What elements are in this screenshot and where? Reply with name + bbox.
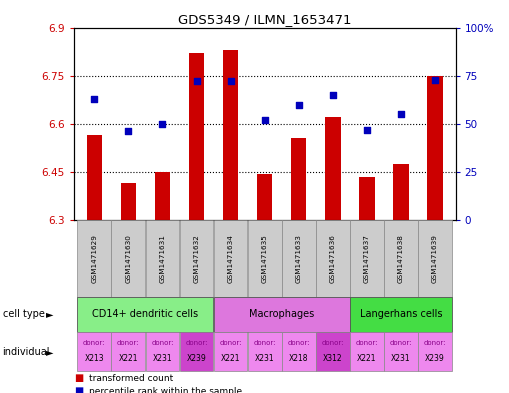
Text: donor:: donor:: [424, 340, 446, 346]
Text: percentile rank within the sample: percentile rank within the sample: [89, 387, 242, 393]
Text: Langerhans cells: Langerhans cells: [360, 309, 442, 320]
Text: cell type: cell type: [3, 309, 44, 320]
Bar: [393, 164, 409, 220]
Text: donor:: donor:: [390, 340, 412, 346]
Text: GSM1471632: GSM1471632: [193, 234, 200, 283]
Text: donor:: donor:: [253, 340, 276, 346]
Bar: [223, 50, 238, 220]
Bar: [359, 177, 375, 220]
Text: X213: X213: [84, 354, 104, 363]
Bar: [189, 53, 204, 220]
Point: [90, 95, 98, 102]
Title: GDS5349 / ILMN_1653471: GDS5349 / ILMN_1653471: [178, 13, 351, 26]
Text: GSM1471636: GSM1471636: [330, 234, 336, 283]
Text: donor:: donor:: [288, 340, 310, 346]
Point: [397, 111, 405, 117]
Text: GSM1471630: GSM1471630: [125, 234, 131, 283]
Text: GSM1471633: GSM1471633: [296, 234, 302, 283]
Bar: [428, 76, 443, 220]
Text: donor:: donor:: [219, 340, 242, 346]
Point: [158, 121, 166, 127]
Point: [295, 101, 303, 108]
Text: X231: X231: [255, 354, 274, 363]
Text: X239: X239: [425, 354, 445, 363]
Text: X218: X218: [289, 354, 308, 363]
Text: X312: X312: [323, 354, 343, 363]
Text: GSM1471631: GSM1471631: [159, 234, 165, 283]
Bar: [325, 118, 341, 220]
Point: [431, 76, 439, 83]
Text: donor:: donor:: [151, 340, 174, 346]
Bar: [291, 138, 306, 220]
Text: GSM1471639: GSM1471639: [432, 234, 438, 283]
Text: X221: X221: [221, 354, 240, 363]
Point: [124, 129, 132, 135]
Text: donor:: donor:: [117, 340, 139, 346]
Text: ►: ►: [46, 309, 53, 320]
Text: GSM1471638: GSM1471638: [398, 234, 404, 283]
Text: GSM1471634: GSM1471634: [228, 234, 234, 283]
Text: X231: X231: [391, 354, 411, 363]
Point: [261, 117, 269, 123]
Point: [329, 92, 337, 98]
Bar: [87, 135, 102, 220]
Bar: [155, 172, 170, 220]
Text: transformed count: transformed count: [89, 374, 174, 382]
Text: ►: ►: [46, 347, 53, 357]
Text: GSM1471637: GSM1471637: [364, 234, 370, 283]
Point: [192, 78, 201, 84]
Text: individual: individual: [3, 347, 50, 357]
Text: GSM1471629: GSM1471629: [91, 234, 97, 283]
Text: Macrophages: Macrophages: [249, 309, 315, 320]
Text: GSM1471635: GSM1471635: [262, 234, 268, 283]
Text: CD14+ dendritic cells: CD14+ dendritic cells: [92, 309, 199, 320]
Bar: [121, 183, 136, 220]
Text: X239: X239: [187, 354, 206, 363]
Text: X221: X221: [119, 354, 138, 363]
Point: [227, 78, 235, 84]
Bar: [257, 174, 272, 220]
Text: donor:: donor:: [356, 340, 378, 346]
Text: X231: X231: [153, 354, 172, 363]
Point: [363, 127, 371, 133]
Text: donor:: donor:: [185, 340, 208, 346]
Text: ■: ■: [74, 386, 83, 393]
Text: donor:: donor:: [322, 340, 344, 346]
Text: X221: X221: [357, 354, 377, 363]
Text: ■: ■: [74, 373, 83, 383]
Text: donor:: donor:: [83, 340, 105, 346]
